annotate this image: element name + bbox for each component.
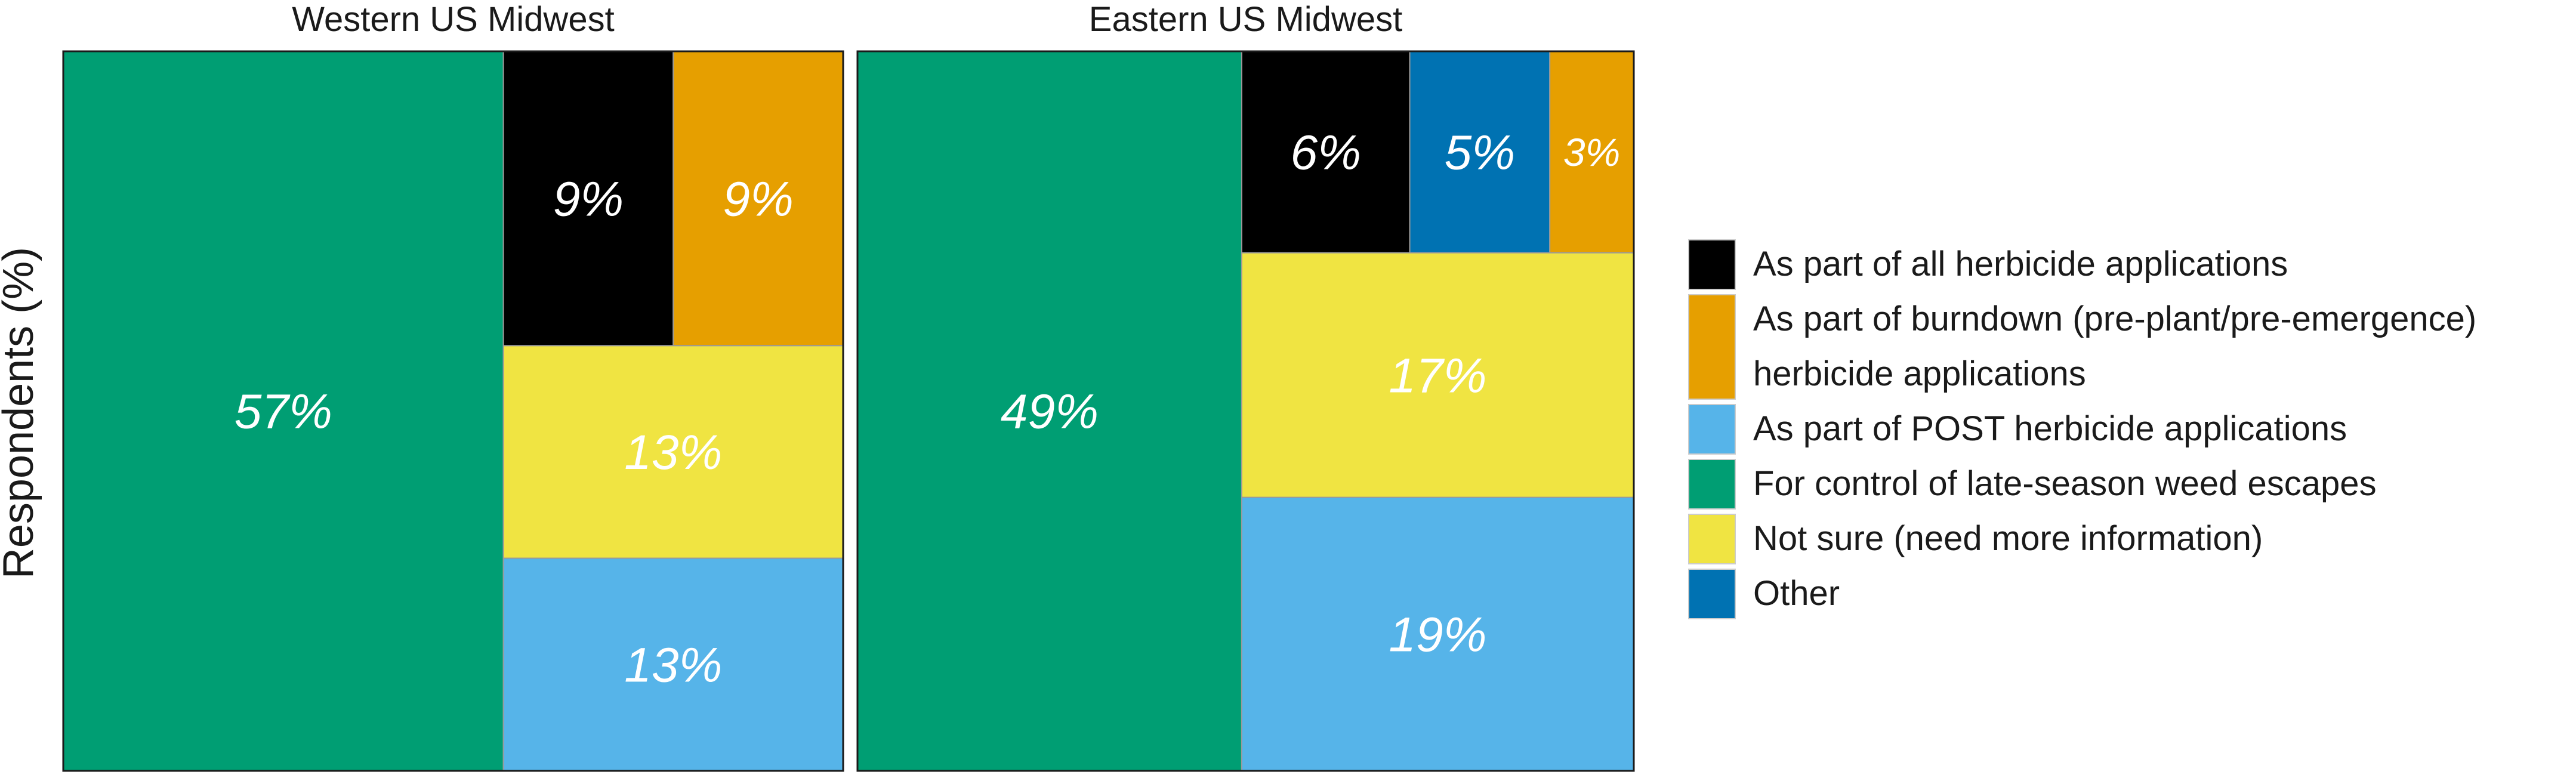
legend-label: herbicide applications	[1753, 354, 2086, 393]
legend-swatch	[1688, 459, 1736, 510]
legend-swatch	[1688, 404, 1736, 455]
treemap-cell-all	[502, 51, 674, 347]
legend-label: As part of all herbicide applications	[1753, 245, 2288, 283]
legend-swatch	[1688, 239, 1736, 290]
cell-label-notsure: 13%	[624, 425, 722, 480]
legend-item-late: For control of late-season weed escapes	[1688, 459, 2377, 510]
treemap-cell-other	[1409, 51, 1551, 254]
legend-label: Other	[1753, 574, 1840, 613]
panel-western: Western US Midwest 57% 9% 9% 13% 13%	[62, 0, 844, 772]
panel-title: Western US Midwest	[292, 0, 614, 39]
treemap-cell-all	[1241, 51, 1411, 254]
legend-item-burndown: As part of burndown (pre-plant/pre-emerg…	[1688, 294, 2476, 400]
cell-label-post: 19%	[1389, 608, 1486, 662]
panel-eastern: Eastern US Midwest 49% 6% 5% 3% 17% 19%	[856, 0, 1635, 772]
cell-label-burndown: 9%	[723, 172, 794, 226]
treemap-cell-late	[63, 51, 504, 771]
cell-label-notsure: 17%	[1389, 348, 1486, 403]
cell-label-other: 5%	[1445, 126, 1516, 180]
cell-label-late: 57%	[235, 385, 332, 439]
treemap-cell-burndown	[1549, 51, 1635, 254]
legend-label: As part of POST herbicide applications	[1753, 409, 2347, 448]
legend-item-other: Other	[1688, 569, 1840, 619]
panel-border	[62, 50, 844, 772]
legend-label: For control of late-season weed escapes	[1753, 464, 2377, 503]
legend-label: As part of burndown (pre-plant/pre-emerg…	[1753, 300, 2476, 338]
cell-label-post: 13%	[624, 638, 722, 693]
legend-swatch	[1688, 569, 1736, 619]
panel-border	[856, 50, 1635, 772]
cell-label-late: 49%	[1001, 385, 1099, 439]
treemap-cell-late	[857, 51, 1242, 771]
treemap-cell-notsure	[502, 345, 844, 559]
cell-label-burndown: 3%	[1563, 130, 1620, 174]
legend: As part of all herbicide applications As …	[1688, 239, 2476, 619]
legend-item-post: As part of POST herbicide applications	[1688, 404, 2347, 455]
legend-item-all: As part of all herbicide applications	[1688, 239, 2288, 290]
panel-title: Eastern US Midwest	[1089, 0, 1402, 39]
panels-layer: Western US Midwest 57% 9% 9% 13% 13% Eastern U…	[62, 0, 1635, 772]
treemap-cell-post	[502, 557, 844, 771]
legend-item-notsure: Not sure (need more information)	[1688, 514, 2263, 564]
legend-label: Not sure (need more information)	[1753, 519, 2263, 558]
legend-swatch	[1688, 294, 1736, 400]
treemap-cell-post	[1241, 496, 1634, 771]
treemap-cell-notsure	[1241, 252, 1634, 498]
cell-label-all: 9%	[553, 172, 624, 226]
y-axis-label: Respondents (%)	[0, 247, 42, 579]
cell-label-all: 6%	[1290, 126, 1361, 180]
legend-swatch	[1688, 514, 1736, 564]
